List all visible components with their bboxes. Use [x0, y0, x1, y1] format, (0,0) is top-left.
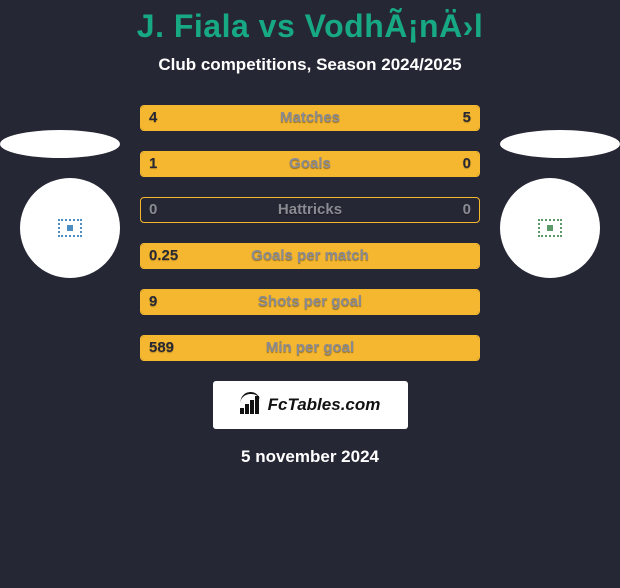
stat-row: Goals per match0.25	[140, 243, 480, 269]
stat-label: Goals	[141, 152, 479, 176]
stat-label: Hattricks	[141, 198, 479, 222]
stat-row: Goals1 0	[140, 151, 480, 177]
player1-ellipse	[0, 130, 120, 158]
stat-value-left: 0	[141, 198, 165, 222]
stat-label: Min per goal	[141, 336, 479, 360]
stat-value-left: 1	[141, 152, 165, 176]
date-label: 5 november 2024	[0, 447, 620, 467]
player2-ellipse	[500, 130, 620, 158]
stat-value-right: 0	[455, 152, 479, 176]
stat-label: Matches	[141, 106, 479, 130]
stat-value-left: 589	[141, 336, 182, 360]
logo-text: FcTables.com	[268, 395, 381, 415]
page-title: J. Fiala vs VodhÃ¡nÄ›l	[0, 8, 620, 45]
stat-row: Hattricks0 0	[140, 197, 480, 223]
stat-value-right: 0	[455, 198, 479, 222]
stat-label: Goals per match	[141, 244, 479, 268]
comparison-chart: Matches45Goals10Hattricks00Goals per mat…	[140, 105, 480, 361]
image-placeholder-icon	[58, 219, 82, 237]
stat-value-right: 5	[455, 106, 479, 130]
stat-label: Shots per goal	[141, 290, 479, 314]
bar-chart-icon	[240, 396, 262, 414]
player1-avatar-placeholder	[20, 178, 120, 278]
stat-value-left: 9	[141, 290, 165, 314]
stat-row: Shots per goal9	[140, 289, 480, 315]
subtitle: Club competitions, Season 2024/2025	[0, 55, 620, 75]
stat-row: Min per goal589	[140, 335, 480, 361]
stat-value-left: 0.25	[141, 244, 186, 268]
stat-row: Matches4 5	[140, 105, 480, 131]
image-placeholder-icon	[538, 219, 562, 237]
player2-avatar-placeholder	[500, 178, 600, 278]
source-logo: FcTables.com	[213, 381, 408, 429]
stat-value-left: 4	[141, 106, 165, 130]
